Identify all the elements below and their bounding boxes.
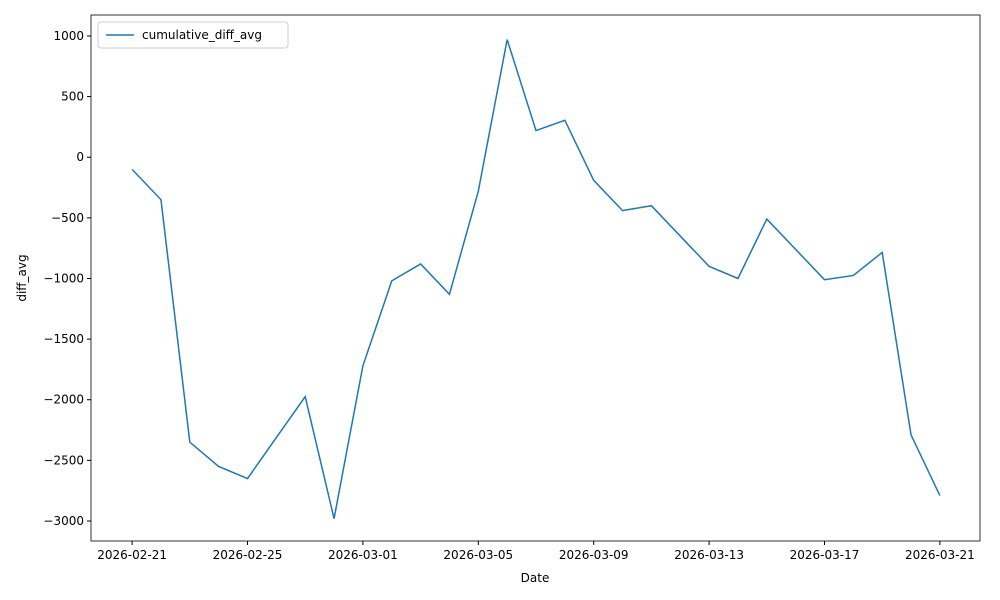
y-tick-label: −2000 [43,393,84,407]
y-axis-label: diff_avg [15,254,29,301]
x-tick-label: 2026-03-09 [559,548,629,562]
y-tick-label: −1500 [43,332,84,346]
y-tick-label: 500 [61,90,84,104]
x-tick-label: 2026-02-25 [213,548,283,562]
legend-label: cumulative_diff_avg [142,28,262,42]
x-axis-label: Date [521,571,550,585]
y-tick-label: 0 [76,150,84,164]
x-tick-label: 2026-02-21 [97,548,167,562]
plot-frame [90,14,981,542]
legend-box [97,21,289,49]
y-tick-label: −2500 [43,453,84,467]
x-tick-label: 2026-03-13 [674,548,744,562]
x-tick-label: 2026-03-05 [443,548,513,562]
x-tick-label: 2026-03-17 [790,548,860,562]
y-tick-label: −3000 [43,514,84,528]
x-tick-label: 2026-03-01 [328,548,398,562]
y-tick-label: −500 [51,211,84,225]
x-tick-label: 2026-03-21 [905,548,975,562]
line [131,39,941,519]
y-tick-label: 1000 [53,29,84,43]
y-tick-label: −1000 [43,271,84,285]
